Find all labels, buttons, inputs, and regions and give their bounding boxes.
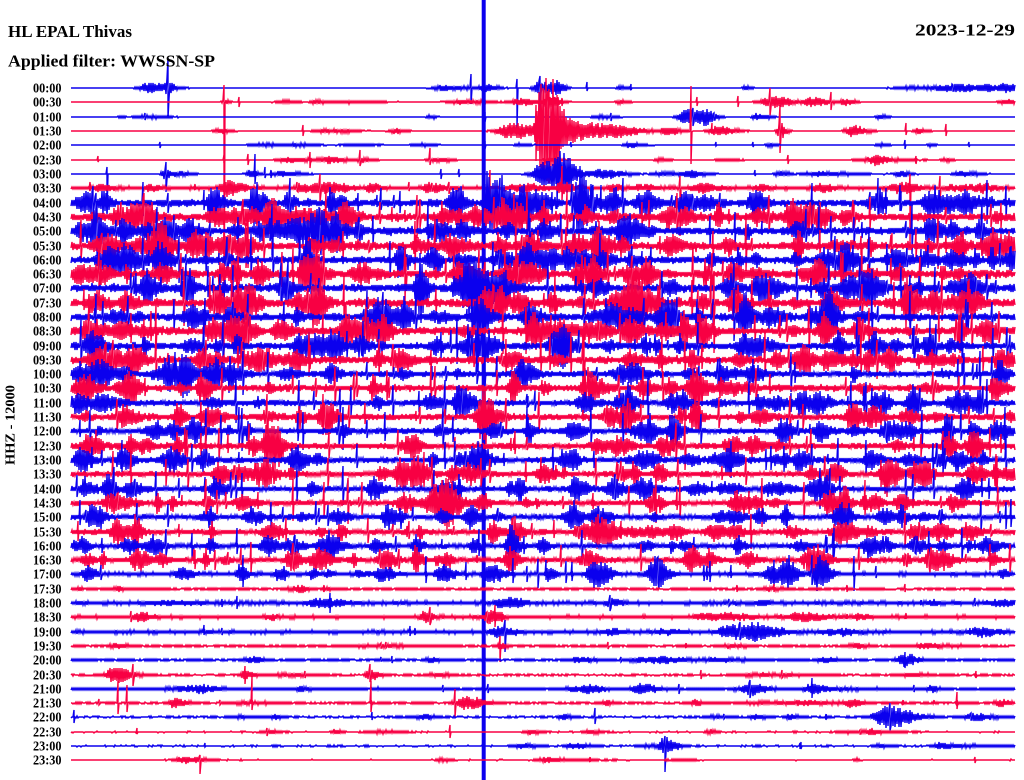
svg-text:03:00: 03:00	[33, 166, 62, 181]
svg-text:16:30: 16:30	[33, 552, 62, 567]
svg-text:10:00: 10:00	[33, 366, 62, 381]
svg-text:03:30: 03:30	[33, 180, 62, 195]
svg-text:06:00: 06:00	[33, 252, 62, 267]
svg-text:08:00: 08:00	[33, 309, 62, 324]
svg-text:04:00: 04:00	[33, 195, 62, 210]
svg-text:11:00: 11:00	[33, 395, 62, 410]
svg-text:17:00: 17:00	[33, 566, 62, 581]
svg-text:08:30: 08:30	[33, 323, 62, 338]
svg-text:01:30: 01:30	[33, 123, 62, 138]
svg-text:2023-12-29: 2023-12-29	[915, 21, 1015, 40]
svg-text:18:30: 18:30	[33, 609, 62, 624]
svg-text:17:30: 17:30	[33, 581, 62, 596]
svg-text:07:30: 07:30	[33, 295, 62, 310]
svg-text:02:00: 02:00	[33, 137, 62, 152]
svg-text:21:30: 21:30	[33, 695, 62, 710]
svg-text:18:00: 18:00	[33, 595, 62, 610]
svg-text:05:00: 05:00	[33, 223, 62, 238]
svg-text:HHZ - 12000: HHZ - 12000	[3, 385, 18, 465]
svg-text:04:30: 04:30	[33, 209, 62, 224]
svg-text:14:30: 14:30	[33, 495, 62, 510]
svg-text:23:00: 23:00	[33, 738, 62, 753]
svg-text:23:30: 23:30	[33, 752, 62, 767]
svg-text:20:30: 20:30	[33, 667, 62, 682]
svg-text:13:30: 13:30	[33, 466, 62, 481]
svg-text:12:00: 12:00	[33, 423, 62, 438]
svg-text:12:30: 12:30	[33, 438, 62, 453]
svg-text:16:00: 16:00	[33, 538, 62, 553]
svg-text:21:00: 21:00	[33, 681, 62, 696]
svg-text:HL EPAL Thivas: HL EPAL Thivas	[8, 22, 132, 41]
svg-text:19:00: 19:00	[33, 624, 62, 639]
svg-text:13:00: 13:00	[33, 452, 62, 467]
svg-text:09:30: 09:30	[33, 352, 62, 367]
svg-text:00:30: 00:30	[33, 94, 62, 109]
svg-text:05:30: 05:30	[33, 238, 62, 253]
svg-text:22:30: 22:30	[33, 724, 62, 739]
svg-text:15:00: 15:00	[33, 509, 62, 524]
svg-text:11:30: 11:30	[33, 409, 62, 424]
svg-text:07:00: 07:00	[33, 280, 62, 295]
svg-text:06:30: 06:30	[33, 266, 62, 281]
svg-text:09:00: 09:00	[33, 338, 62, 353]
svg-text:10:30: 10:30	[33, 380, 62, 395]
svg-text:15:30: 15:30	[33, 524, 62, 539]
svg-text:00:00: 00:00	[33, 80, 62, 95]
svg-text:20:00: 20:00	[33, 652, 62, 667]
svg-text:14:00: 14:00	[33, 481, 62, 496]
svg-text:Applied filter: WWSSN-SP: Applied filter: WWSSN-SP	[8, 52, 215, 71]
svg-text:01:00: 01:00	[33, 109, 62, 124]
svg-text:02:30: 02:30	[33, 152, 62, 167]
svg-text:22:00: 22:00	[33, 709, 62, 724]
svg-text:19:30: 19:30	[33, 638, 62, 653]
